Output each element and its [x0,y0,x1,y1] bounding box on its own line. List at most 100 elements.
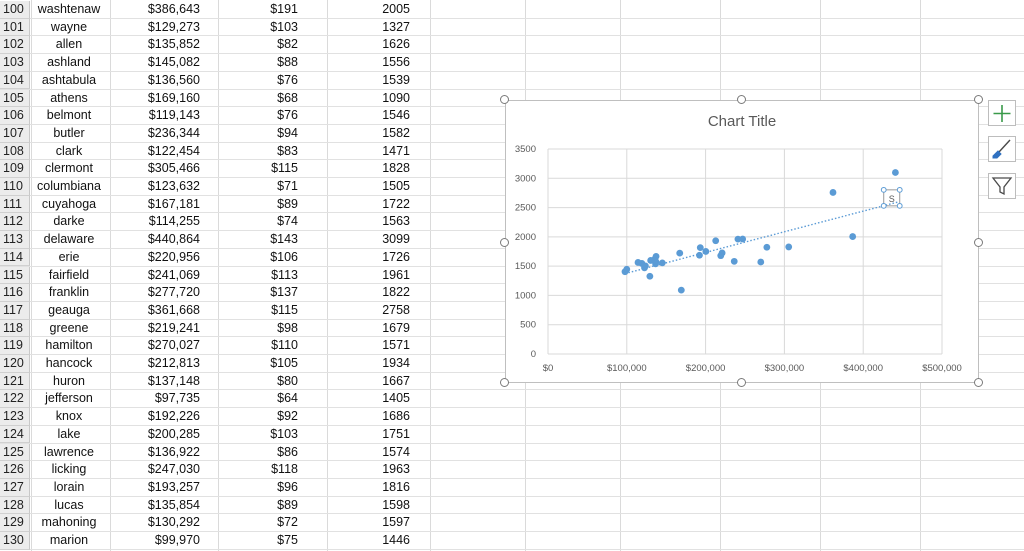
income-cell[interactable]: $135,852 [147,37,200,52]
value-cell[interactable]: 2758 [382,302,410,317]
value-cell[interactable]: 2005 [382,2,410,16]
income-cell[interactable]: $220,956 [147,249,200,264]
rent-cell[interactable]: $143 [270,232,298,247]
county-cell[interactable]: knox [55,409,83,424]
county-cell[interactable]: lawrence [43,444,95,459]
value-cell[interactable]: 1571 [382,338,410,353]
county-cell[interactable]: washtenaw [37,2,101,16]
income-cell[interactable]: $123,632 [147,179,200,193]
resize-handle[interactable] [500,378,509,387]
county-cell[interactable]: athens [50,90,88,105]
row-header[interactable]: 101 [0,18,30,37]
rent-cell[interactable]: $82 [277,37,298,52]
row-header[interactable]: 130 [0,532,30,550]
value-cell[interactable]: 1626 [382,37,410,52]
income-cell[interactable]: $130,292 [147,515,200,530]
income-cell[interactable]: $97,735 [154,391,200,406]
income-cell[interactable]: $241,069 [147,267,200,282]
value-cell[interactable]: 1751 [382,426,410,441]
income-cell[interactable]: $122,454 [147,143,200,158]
rent-cell[interactable]: $106 [270,249,298,264]
row-header[interactable]: 113 [0,231,30,249]
income-cell[interactable]: $129,273 [147,19,200,34]
value-cell[interactable]: 3099 [382,232,410,247]
rent-cell[interactable]: $105 [270,356,298,370]
county-cell[interactable]: delaware [43,232,95,247]
row-header[interactable]: 102 [0,36,30,55]
rent-cell[interactable]: $110 [271,338,298,353]
rent-cell[interactable]: $115 [271,161,298,176]
income-cell[interactable]: $270,027 [147,338,200,353]
value-cell[interactable]: 1597 [382,515,410,530]
rent-cell[interactable]: $94 [277,125,298,140]
income-cell[interactable]: $277,720 [147,285,200,300]
value-cell[interactable]: 1686 [382,409,410,424]
county-cell[interactable]: licking [51,462,87,477]
county-cell[interactable]: erie [58,249,80,264]
county-cell[interactable]: darke [53,214,85,229]
rent-cell[interactable]: $113 [271,267,298,282]
row-header[interactable]: 104 [0,71,30,90]
value-cell[interactable]: 1556 [382,55,410,70]
value-cell[interactable]: 1327 [382,19,410,34]
resize-handle[interactable] [500,95,509,104]
county-cell[interactable]: hancock [45,356,93,370]
county-cell[interactable]: clermont [45,161,93,176]
income-cell[interactable]: $247,030 [147,462,200,477]
row-header[interactable]: 120 [0,355,30,373]
row-header[interactable]: 109 [0,160,30,178]
income-cell[interactable]: $212,813 [147,356,200,370]
rent-cell[interactable]: $72 [277,515,298,530]
row-header[interactable]: 127 [0,478,30,497]
row-header[interactable]: 110 [0,178,30,196]
income-cell[interactable]: $200,285 [147,426,200,441]
row-header[interactable]: 111 [0,195,30,214]
rent-cell[interactable]: $89 [277,497,298,512]
county-cell[interactable]: geauga [48,302,90,317]
row-header[interactable]: 106 [0,107,30,125]
row-header[interactable]: 100 [0,1,30,19]
county-cell[interactable]: clark [55,143,83,158]
income-cell[interactable]: $114,255 [148,214,200,229]
rent-cell[interactable]: $191 [270,2,298,16]
row-header[interactable]: 126 [0,461,30,479]
income-cell[interactable]: $136,560 [147,72,200,87]
row-header[interactable]: 123 [0,408,30,426]
value-cell[interactable]: 1961 [382,267,410,282]
rent-cell[interactable]: $96 [277,479,298,494]
rent-cell[interactable]: $103 [270,426,298,441]
county-cell[interactable]: butler [53,125,85,140]
county-cell[interactable]: lorain [53,479,85,494]
row-header[interactable]: 116 [0,284,30,302]
chart-filters-button[interactable] [988,173,1016,199]
income-cell[interactable]: $386,643 [147,2,200,16]
resize-handle[interactable] [974,378,983,387]
row-header[interactable]: 103 [0,54,30,72]
rent-cell[interactable]: $64 [277,391,298,406]
value-cell[interactable]: 1934 [382,356,410,370]
income-cell[interactable]: $135,854 [147,497,200,512]
row-header[interactable]: 119 [0,337,30,355]
rent-cell[interactable]: $86 [277,444,298,459]
chart-title[interactable]: Chart Title [707,113,777,130]
rent-cell[interactable]: $115 [271,302,298,317]
county-cell[interactable]: jefferson [45,391,93,406]
rent-cell[interactable]: $68 [277,90,298,105]
rent-cell[interactable]: $71 [277,179,298,193]
value-cell[interactable]: 1505 [382,179,410,193]
value-cell[interactable]: 1582 [382,125,410,140]
rent-cell[interactable]: $103 [270,19,298,34]
value-cell[interactable]: 1598 [382,497,410,512]
scatter-chart[interactable]: Chart Title 0 500 1000 1500 2000 2500 3000 3500… [505,100,979,383]
chart-styles-button[interactable] [988,136,1016,162]
rent-cell[interactable]: $75 [277,533,298,547]
rent-cell[interactable]: $83 [277,143,298,158]
county-cell[interactable]: lake [57,426,81,441]
county-cell[interactable]: marion [49,533,89,547]
row-header[interactable]: 121 [0,372,30,391]
resize-handle[interactable] [974,95,983,104]
income-cell[interactable]: $167,181 [147,196,200,211]
value-cell[interactable]: 1828 [382,161,410,176]
value-cell[interactable]: 1726 [382,249,410,264]
row-header[interactable]: 128 [0,496,30,515]
